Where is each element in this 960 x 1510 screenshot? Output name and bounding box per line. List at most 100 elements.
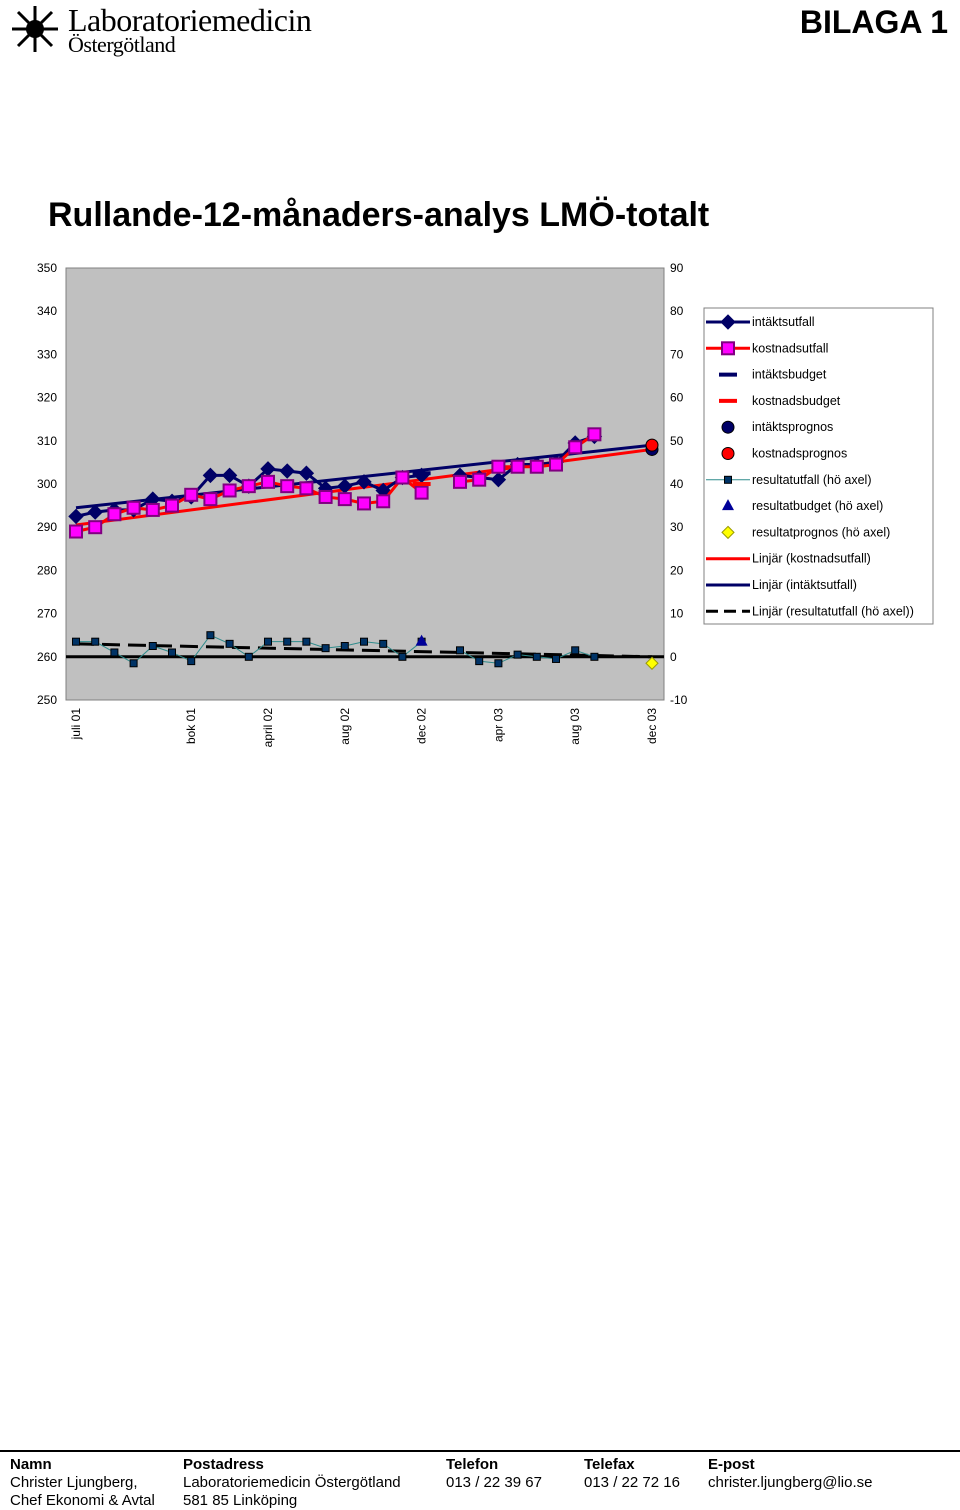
footer-header: E-post — [708, 1456, 755, 1473]
series-point-1 — [491, 459, 506, 474]
series-point-6 — [475, 657, 484, 666]
series-point-6 — [283, 637, 292, 646]
series-point-1 — [107, 507, 122, 522]
series-point-7 — [415, 634, 428, 646]
x-tick-label: dec 02 — [415, 708, 429, 744]
series-point-1 — [184, 487, 199, 502]
footer-col-email: E-post christer.ljungberg@lio.se — [708, 1456, 872, 1492]
y2-tick-label: 40 — [670, 477, 684, 491]
y-tick-label: 270 — [37, 607, 57, 621]
legend-swatch — [722, 499, 734, 511]
series-point-6 — [379, 639, 388, 648]
legend-swatch — [724, 475, 732, 484]
trend-line-11 — [75, 642, 653, 659]
y-tick-label: 350 — [37, 261, 57, 275]
series-point-1 — [203, 492, 218, 507]
series-point-1 — [126, 500, 141, 515]
series-point-1 — [318, 489, 333, 504]
footer-header: Namn — [10, 1456, 52, 1473]
series-point-1 — [395, 470, 410, 485]
series-point-6 — [494, 659, 503, 668]
footer-line: Laboratoriemedicin Östergötland — [183, 1474, 401, 1491]
legend-label: Linjär (resultatutfall (hö axel)) — [752, 604, 914, 618]
series-point-1 — [587, 427, 602, 442]
x-tick-label: juli 01 — [69, 708, 83, 741]
series-point-6 — [302, 637, 311, 646]
legend-label: resultatbudget (hö axel) — [752, 499, 883, 513]
legend-label: resultatprognos (hö axel) — [752, 525, 890, 539]
series-point-1 — [69, 524, 83, 539]
y-tick-label: 300 — [37, 477, 57, 491]
x-tick-label: apr 03 — [491, 708, 505, 742]
series-point-6 — [206, 631, 215, 640]
legend-label: intäktsprognos — [752, 420, 833, 434]
series-point-5 — [645, 438, 659, 452]
series-point-6 — [110, 648, 119, 657]
x-tick-label: aug 02 — [338, 708, 352, 745]
series-point-1 — [549, 457, 563, 472]
footer-col-address: Postadress Laboratoriemedicin Östergötla… — [183, 1456, 401, 1510]
y2-tick-label: 60 — [670, 391, 684, 405]
chart: 3503403303203103002902802702602509080706… — [37, 261, 934, 748]
legend-box — [703, 307, 934, 625]
y2-tick-label: 70 — [670, 347, 684, 361]
legend-label: Linjär (kostnadsutfall) — [752, 552, 871, 566]
series-point-1 — [299, 481, 314, 496]
legend-swatch — [721, 525, 735, 540]
series-point-6 — [264, 637, 272, 646]
logo-text-line1: Laboratoriemedicin — [68, 2, 312, 38]
footer-header: Telefax — [584, 1456, 635, 1473]
series-point-6 — [321, 644, 330, 653]
series-point-1 — [145, 502, 160, 517]
series-point-1 — [261, 474, 275, 489]
chart-title: Rullande-12-månaders-analys LMÖ-totalt — [48, 196, 710, 234]
series-point-0 — [298, 465, 315, 481]
series-point-6 — [244, 652, 253, 661]
y-tick-label: 320 — [37, 391, 57, 405]
footer-line: 013 / 22 72 16 — [584, 1474, 680, 1491]
legend-swatch — [720, 314, 736, 330]
y2-tick-label: 10 — [670, 607, 684, 621]
series-point-6 — [225, 639, 234, 648]
series-point-0 — [87, 504, 103, 520]
legend-swatch — [721, 447, 735, 460]
series-point-6 — [571, 646, 580, 655]
series-point-6 — [91, 637, 100, 646]
footer-line: 581 85 Linköping — [183, 1492, 298, 1509]
legend-label: intäktsutfall — [752, 315, 815, 329]
series-point-1 — [280, 479, 295, 494]
y-tick-label: 260 — [37, 650, 57, 664]
series-point-8 — [645, 656, 659, 670]
legend-label: intäktsbudget — [752, 368, 827, 382]
x-tick-label: aug 03 — [568, 708, 582, 745]
logo-emblem-icon — [12, 6, 58, 52]
x-tick-label: april 02 — [261, 708, 275, 748]
y-tick-label: 280 — [37, 563, 57, 577]
y-tick-label: 290 — [37, 520, 57, 534]
footer-line: christer.ljungberg@lio.se — [708, 1474, 873, 1491]
series-point-6 — [168, 648, 176, 657]
footer-col-name: Namn Christer Ljungberg, Chef Ekonomi & … — [10, 1456, 155, 1510]
y2-tick-label: 20 — [670, 563, 684, 577]
series-point-1 — [88, 520, 103, 535]
y2-tick-label: -10 — [670, 693, 688, 707]
legend-swatch — [721, 420, 735, 434]
series-point-6 — [129, 659, 138, 668]
series-point-1 — [241, 479, 256, 494]
series-point-1 — [529, 459, 544, 474]
series-point-0 — [68, 508, 84, 525]
legend-label: resultatutfall (hö axel) — [752, 473, 872, 487]
series-point-6 — [187, 657, 196, 666]
y2-tick-label: 30 — [670, 520, 684, 534]
series-point-6 — [360, 637, 368, 646]
series-point-0 — [356, 474, 372, 490]
series-point-6 — [148, 642, 157, 650]
series-point-1 — [222, 483, 237, 498]
legend-label: kostnadsprognos — [752, 447, 847, 461]
series-point-1 — [376, 494, 391, 509]
bilaga-badge: BILAGA 1 — [799, 4, 948, 40]
series-point-1 — [357, 496, 371, 511]
y-tick-label: 340 — [37, 304, 57, 318]
series-point-6 — [532, 652, 541, 661]
legend-label: Linjär (intäktsutfall) — [752, 578, 857, 592]
